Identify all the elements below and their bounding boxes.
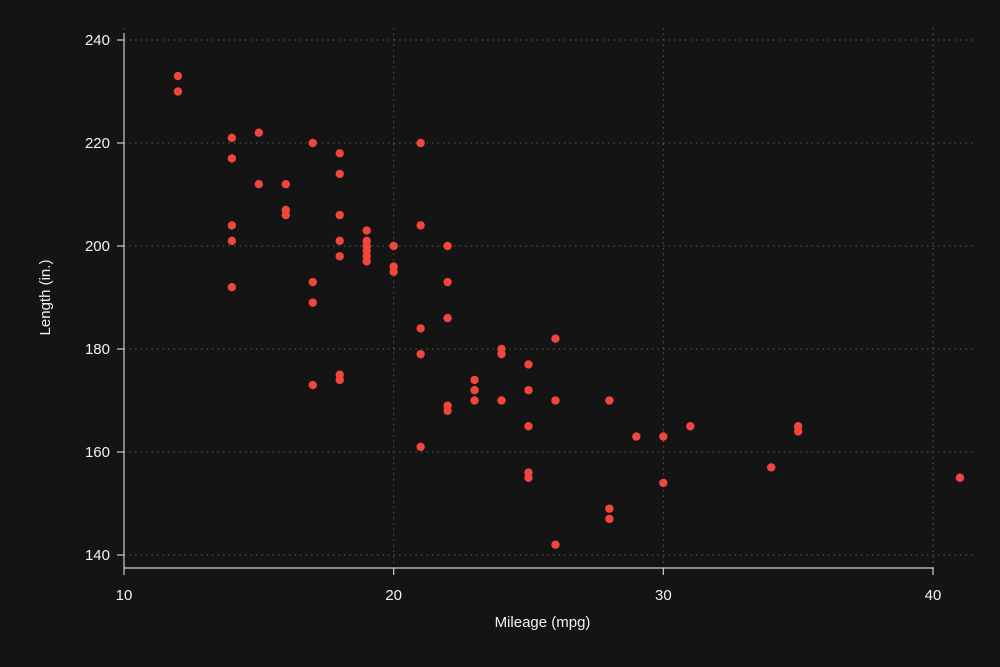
data-point	[443, 313, 452, 323]
data-point	[281, 180, 290, 189]
data-point	[416, 324, 425, 333]
data-point	[173, 71, 183, 81]
data-point	[793, 427, 803, 436]
data-point	[254, 180, 264, 189]
data-point	[443, 277, 452, 287]
data-point	[227, 283, 237, 292]
data-point	[551, 334, 560, 343]
data-point	[497, 349, 506, 359]
data-point	[524, 422, 533, 431]
data-point	[767, 463, 776, 472]
data-point	[551, 540, 560, 549]
data-point	[686, 422, 695, 431]
data-point	[443, 241, 452, 251]
data-point	[497, 396, 506, 405]
data-point	[416, 442, 425, 452]
y-axis-title: Length (in.)	[37, 260, 54, 336]
data-point	[524, 360, 533, 369]
data-point	[335, 149, 344, 158]
data-point	[605, 514, 614, 524]
data-point	[227, 154, 237, 163]
data-point	[470, 375, 479, 385]
data-point	[254, 128, 264, 137]
data-point	[524, 473, 533, 482]
data-point	[227, 133, 237, 143]
ticks: 140 160 180 200 220 240 10 20 30 40	[85, 32, 941, 604]
data-point	[362, 257, 371, 266]
y-tick-label: 180	[85, 341, 110, 358]
data-point	[416, 221, 425, 230]
data-point	[524, 386, 533, 395]
x-tick-label: 30	[655, 587, 672, 604]
data-point	[551, 396, 560, 405]
y-tick-label: 140	[85, 547, 110, 564]
data-point	[173, 87, 183, 96]
data-point	[659, 432, 668, 441]
x-tick-label: 40	[925, 587, 942, 604]
data-point	[308, 138, 317, 148]
data-point	[335, 169, 344, 179]
data-point	[335, 210, 344, 220]
data-point	[605, 504, 614, 513]
y-tick-label: 160	[85, 444, 110, 461]
data-point	[308, 298, 317, 307]
data-point	[308, 380, 317, 390]
data-point	[362, 226, 371, 235]
data-point	[389, 267, 398, 276]
data-point	[416, 349, 425, 359]
y-tick-label: 200	[85, 238, 110, 255]
data-point	[470, 396, 479, 405]
data-points	[173, 71, 965, 549]
data-point	[443, 406, 452, 415]
data-point	[335, 252, 344, 261]
data-point	[470, 386, 479, 395]
x-tick-label: 20	[385, 587, 402, 604]
data-point	[605, 396, 614, 405]
data-point	[227, 236, 237, 246]
x-axis-title: Mileage (mpg)	[495, 614, 591, 631]
data-point	[632, 432, 641, 441]
data-point	[335, 236, 344, 246]
y-tick-label: 220	[85, 135, 110, 152]
data-point	[389, 241, 398, 251]
data-point	[335, 375, 344, 385]
x-tick-label: 10	[116, 587, 133, 604]
data-point	[281, 210, 290, 220]
data-point	[416, 138, 425, 148]
data-point	[955, 473, 965, 482]
data-point	[227, 221, 237, 230]
data-point	[308, 277, 317, 287]
axes	[123, 33, 934, 569]
data-point	[659, 478, 668, 488]
y-tick-label: 240	[85, 32, 110, 49]
